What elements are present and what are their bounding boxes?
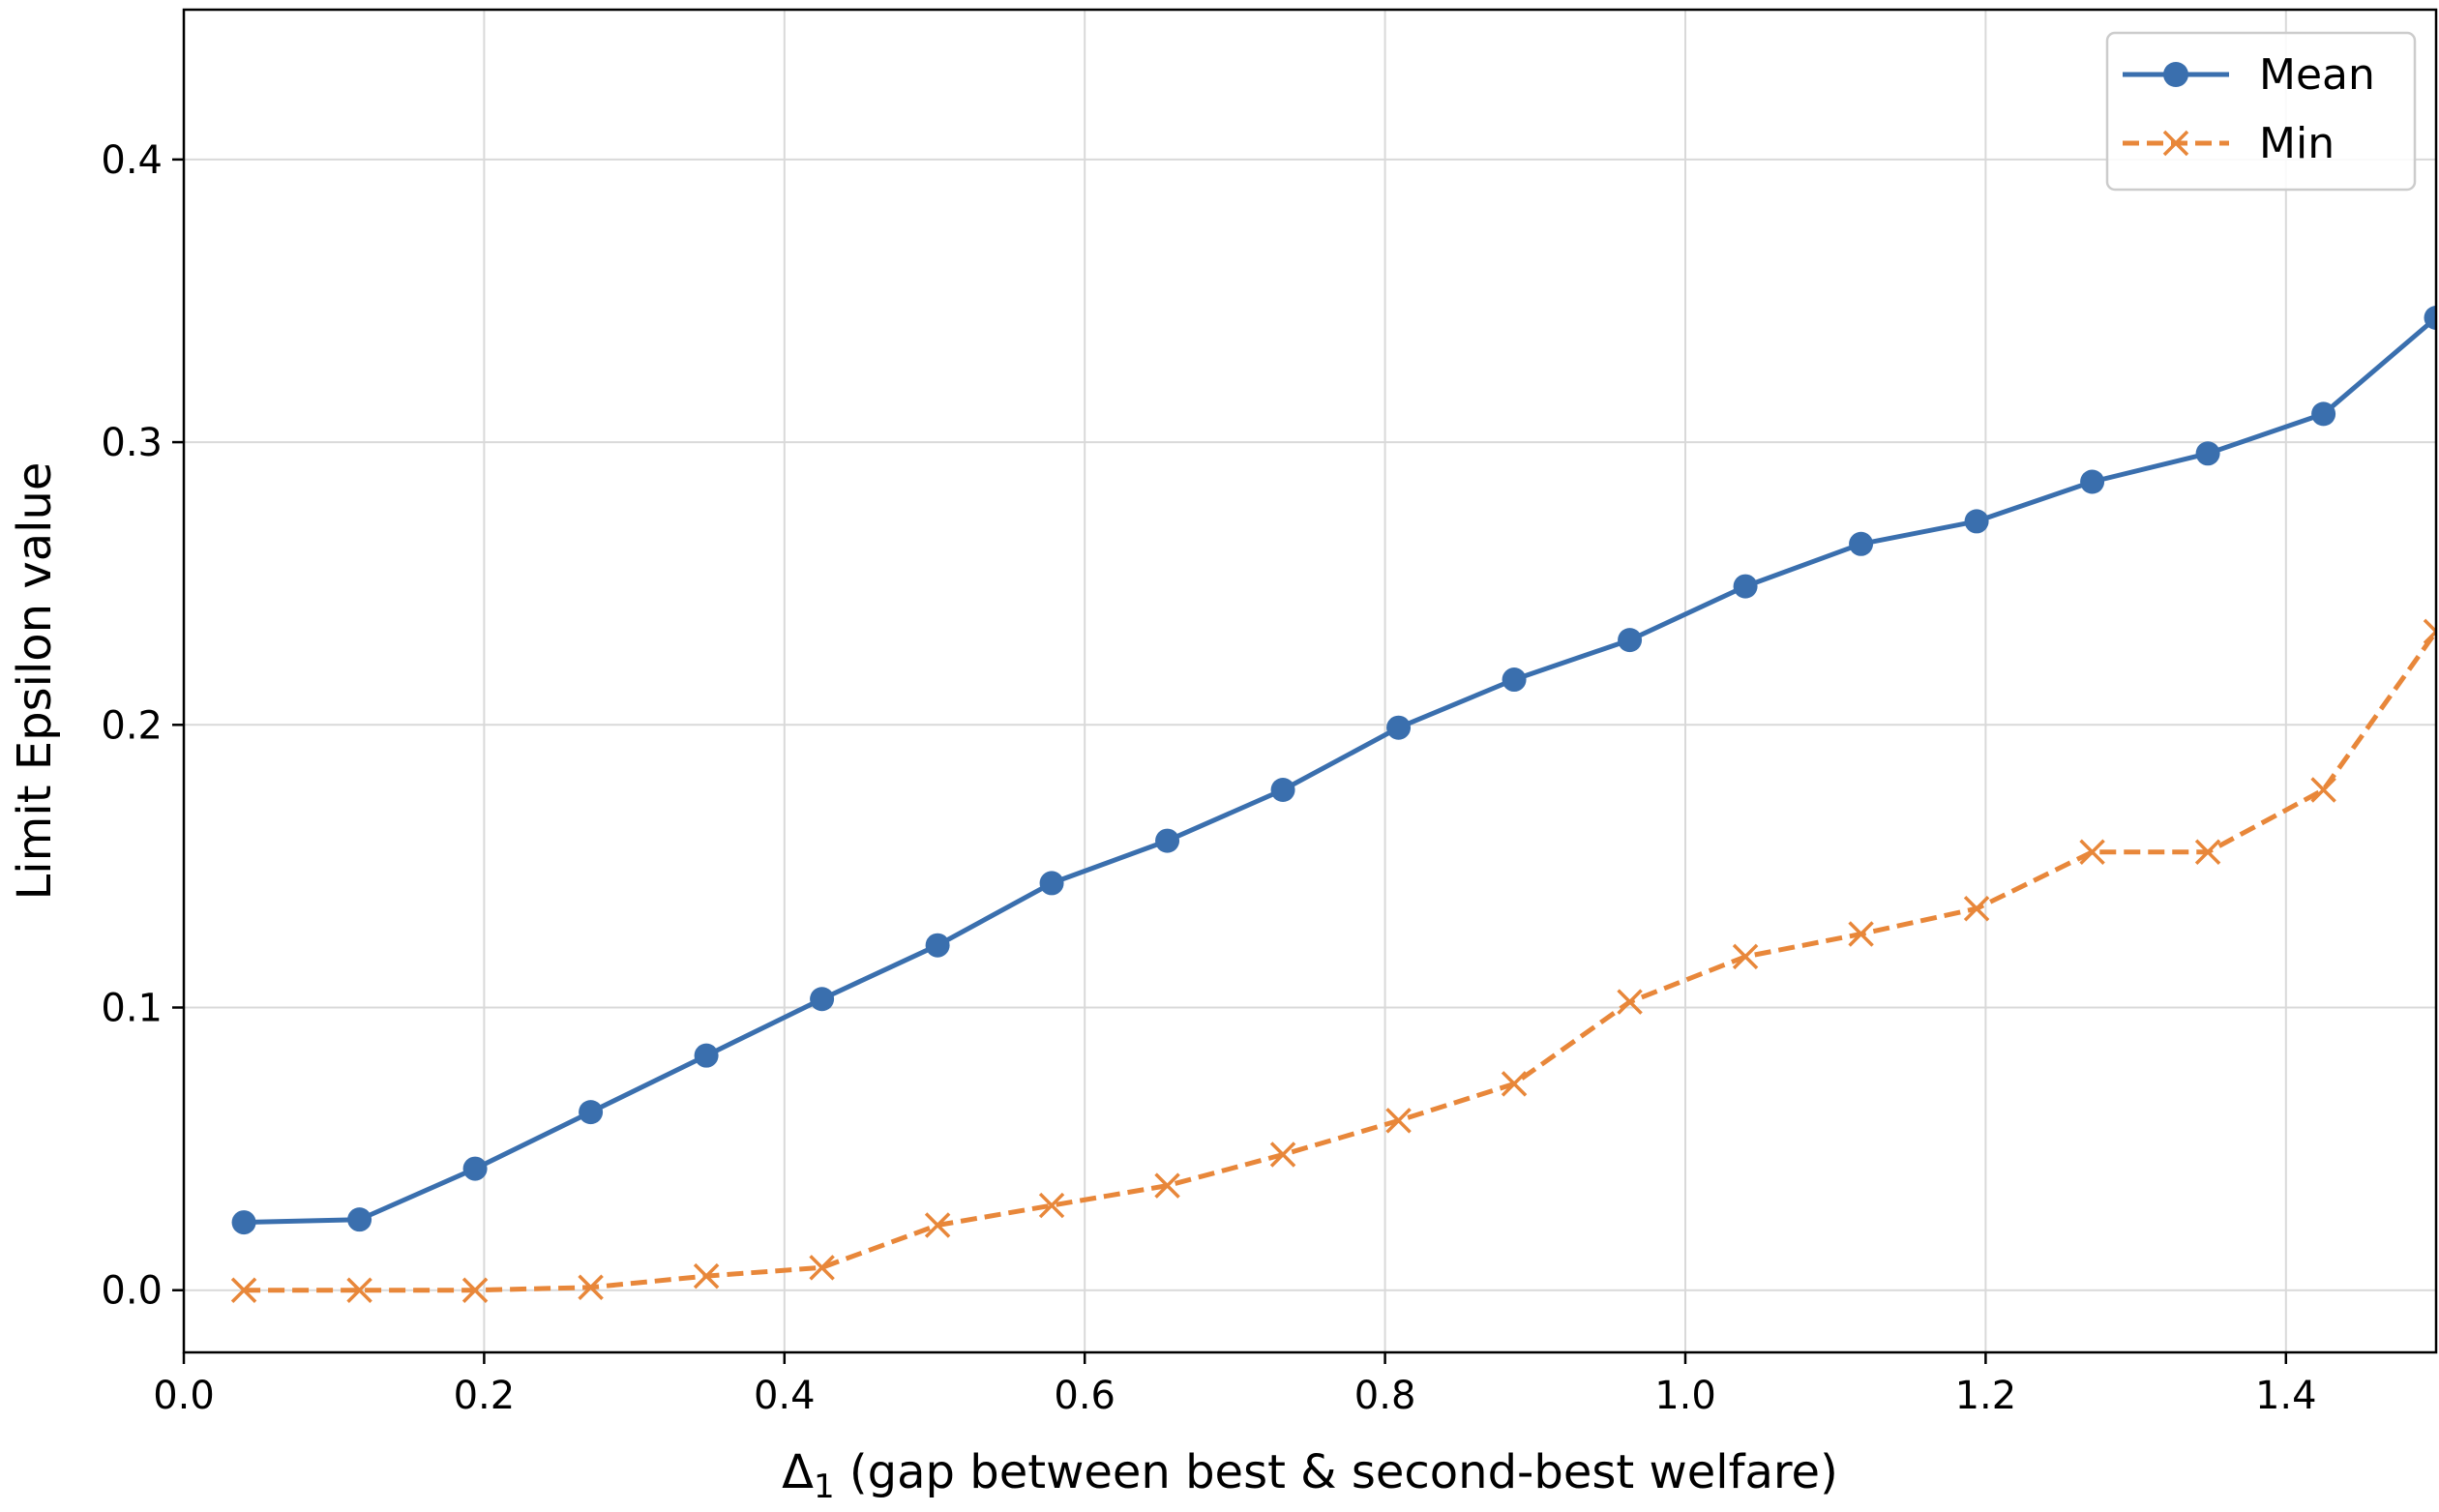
legend-label-mean: Mean (2259, 50, 2375, 100)
series-mean (231, 306, 2436, 1235)
legend-marker-mean (2163, 62, 2188, 87)
y-tick-label: 0.4 (101, 138, 163, 183)
series-min (230, 618, 2436, 1303)
data-point-mean (462, 1156, 488, 1181)
x-tick-label: 0.4 (754, 1374, 816, 1418)
data-point-mean (1155, 828, 1180, 853)
data-point-mean (1618, 628, 1643, 653)
ticks: 0.0 0.2 0.4 0.6 0.8 1.0 1.2 1.4 0.0 0.1 0.2 0.3 0.4 (101, 138, 2316, 1418)
data-point-mean (1386, 715, 1412, 740)
data-point-min (346, 1277, 372, 1303)
data-point-min (1269, 1141, 1296, 1168)
data-point-min (924, 1212, 951, 1238)
y-axis-label: Limit Epsilon value (8, 462, 62, 901)
data-point-mean (2311, 401, 2336, 427)
data-point-min (2194, 839, 2221, 866)
data-point-min (1038, 1192, 1065, 1219)
data-point-mean (925, 933, 950, 958)
data-point-min (2079, 839, 2105, 866)
data-point-mean (2424, 306, 2436, 331)
data-point-min (230, 1277, 257, 1303)
data-point-min (2423, 618, 2436, 645)
series-line-min (244, 630, 2436, 1293)
y-tick-label: 0.3 (101, 421, 163, 465)
data-point-min (1154, 1172, 1180, 1199)
data-point-mean (1849, 531, 1874, 556)
data-point-mean (1502, 667, 1527, 693)
data-point-mean (1964, 509, 1989, 534)
data-point-min (693, 1262, 720, 1290)
y-tick-label: 0.1 (101, 987, 163, 1031)
data-point-min (578, 1274, 604, 1301)
data-point-mean (347, 1207, 372, 1232)
y-tick-label: 0.2 (101, 703, 163, 748)
data-point-mean (1039, 871, 1064, 896)
data-point-mean (1270, 778, 1295, 803)
series-layer (230, 306, 2436, 1303)
data-point-min (1963, 895, 1990, 922)
data-point-mean (231, 1210, 256, 1235)
plot-area-frame (182, 8, 2438, 1354)
x-tick-label: 0.2 (454, 1374, 516, 1418)
legend-marker-min (2162, 130, 2189, 157)
x-axis-label: Δ1 (gap between best & second-best welfa… (782, 1445, 1838, 1506)
data-point-mean (810, 987, 835, 1012)
data-point-min (1385, 1108, 1412, 1134)
x-tick-label: 0.8 (1354, 1374, 1416, 1418)
data-point-mean (2195, 441, 2220, 466)
data-point-mean (694, 1043, 719, 1068)
data-point-mean (2080, 469, 2105, 494)
legend-entry-min: Min (2123, 119, 2335, 168)
y-tick-label: 0.0 (101, 1269, 163, 1314)
data-point-min (809, 1255, 835, 1281)
data-point-min (1732, 943, 1759, 970)
x-tick-label: 0.0 (153, 1374, 215, 1418)
data-point-mean (579, 1100, 604, 1125)
legend-entry-mean: Mean (2123, 50, 2375, 100)
data-point-min (461, 1277, 489, 1303)
x-tick-label: 0.6 (1054, 1374, 1115, 1418)
data-point-min (2310, 777, 2336, 803)
x-tick-label: 1.4 (2255, 1374, 2317, 1418)
legend-label-min: Min (2259, 119, 2335, 168)
x-tick-label: 1.0 (1654, 1374, 1716, 1418)
legend: Mean Min (2105, 31, 2417, 192)
series-line-mean (244, 315, 2436, 1226)
data-point-min (1617, 989, 1643, 1015)
x-tick-label: 1.2 (1955, 1374, 2017, 1418)
data-point-min (1848, 921, 1874, 947)
data-point-min (1501, 1071, 1528, 1097)
data-point-mean (1733, 574, 1758, 599)
